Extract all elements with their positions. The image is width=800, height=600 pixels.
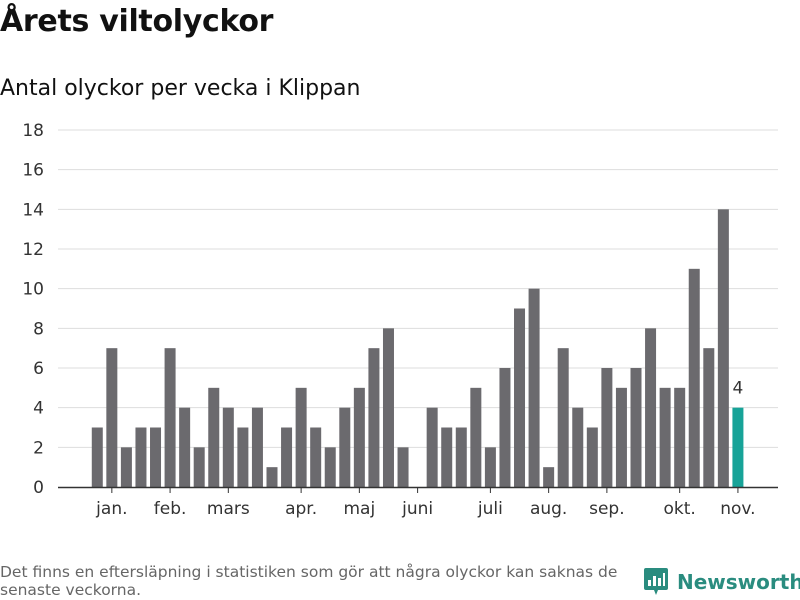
bar xyxy=(572,407,584,487)
bar xyxy=(688,268,700,487)
y-tick-label: 12 xyxy=(22,240,44,260)
x-tick-label: okt. xyxy=(664,499,696,519)
bar-data-label: 4 xyxy=(733,379,744,399)
brand-name: Newsworthy xyxy=(677,570,800,594)
bar xyxy=(237,427,249,487)
bar xyxy=(135,427,147,487)
bar xyxy=(164,348,176,487)
bar xyxy=(222,407,234,487)
bar xyxy=(645,328,657,487)
x-tick-label: apr. xyxy=(285,499,317,519)
bar xyxy=(251,407,263,487)
bar-highlight xyxy=(732,407,744,487)
chart-title: Årets viltolyckor xyxy=(0,4,274,39)
y-tick-label: 10 xyxy=(22,280,44,300)
y-axis: 0 2 4 6 8 10 12 14 16 18 xyxy=(22,121,44,498)
x-tick-label: feb. xyxy=(154,499,187,519)
bar xyxy=(266,467,278,487)
x-tick-label: jan. xyxy=(95,499,127,519)
y-tick-label: 4 xyxy=(33,399,44,419)
y-tick-label: 6 xyxy=(33,359,44,379)
bar xyxy=(106,348,118,487)
bar xyxy=(586,427,598,487)
bar xyxy=(659,387,671,487)
bar xyxy=(455,427,467,487)
bar xyxy=(382,328,394,487)
bar xyxy=(295,387,307,487)
bar xyxy=(499,368,511,487)
bar xyxy=(674,387,686,487)
bar xyxy=(353,387,365,487)
y-tick-label: 0 xyxy=(33,478,44,498)
bar xyxy=(91,427,103,487)
bar xyxy=(703,348,715,487)
x-tick-label: aug. xyxy=(530,499,567,519)
bar xyxy=(310,427,322,487)
bar-chart: 0 2 4 6 8 10 12 14 16 18 4 jan. feb. mars apr. maj jun… xyxy=(22,121,778,519)
x-tick-label: maj xyxy=(344,499,376,519)
bar xyxy=(441,427,453,487)
bar xyxy=(717,209,729,488)
bar xyxy=(528,288,540,487)
y-tick-label: 8 xyxy=(33,319,44,339)
x-tick-label: juli xyxy=(477,499,503,519)
y-tick-label: 2 xyxy=(33,438,44,458)
brand-logo: Newsworthy xyxy=(644,568,800,596)
grid-lines xyxy=(58,129,778,448)
y-tick-label: 16 xyxy=(22,161,44,181)
bar xyxy=(615,387,627,487)
y-tick-label: 18 xyxy=(22,121,44,141)
bar-series: 4 xyxy=(91,209,744,488)
bar xyxy=(339,407,351,487)
bar xyxy=(470,387,482,487)
bar xyxy=(150,427,162,487)
bar xyxy=(179,407,191,487)
bar xyxy=(281,427,293,487)
newsworthy-logo-icon xyxy=(644,568,668,595)
bar xyxy=(630,368,642,487)
bar xyxy=(484,447,496,487)
bar xyxy=(120,447,132,487)
bar xyxy=(193,447,205,487)
x-tick-label: sep. xyxy=(589,499,625,519)
x-tick-label: mars xyxy=(207,499,250,519)
bar xyxy=(601,368,613,487)
bar xyxy=(368,348,380,487)
y-tick-label: 14 xyxy=(22,200,44,220)
x-axis: jan. feb. mars apr. maj juni juli aug. sep. okt. n… xyxy=(58,486,778,519)
bar xyxy=(514,308,526,487)
bar xyxy=(397,447,409,487)
bar xyxy=(426,407,438,487)
bar xyxy=(324,447,336,487)
bar xyxy=(543,467,555,487)
bar xyxy=(208,387,220,487)
chart-subtitle: Antal olyckor per vecka i Klippan xyxy=(0,76,361,101)
x-tick-label: juni xyxy=(401,499,433,519)
footnote: Det finns en eftersläpning i statistiken… xyxy=(0,563,618,599)
bar xyxy=(557,348,569,487)
x-tick-label: nov. xyxy=(720,499,755,519)
